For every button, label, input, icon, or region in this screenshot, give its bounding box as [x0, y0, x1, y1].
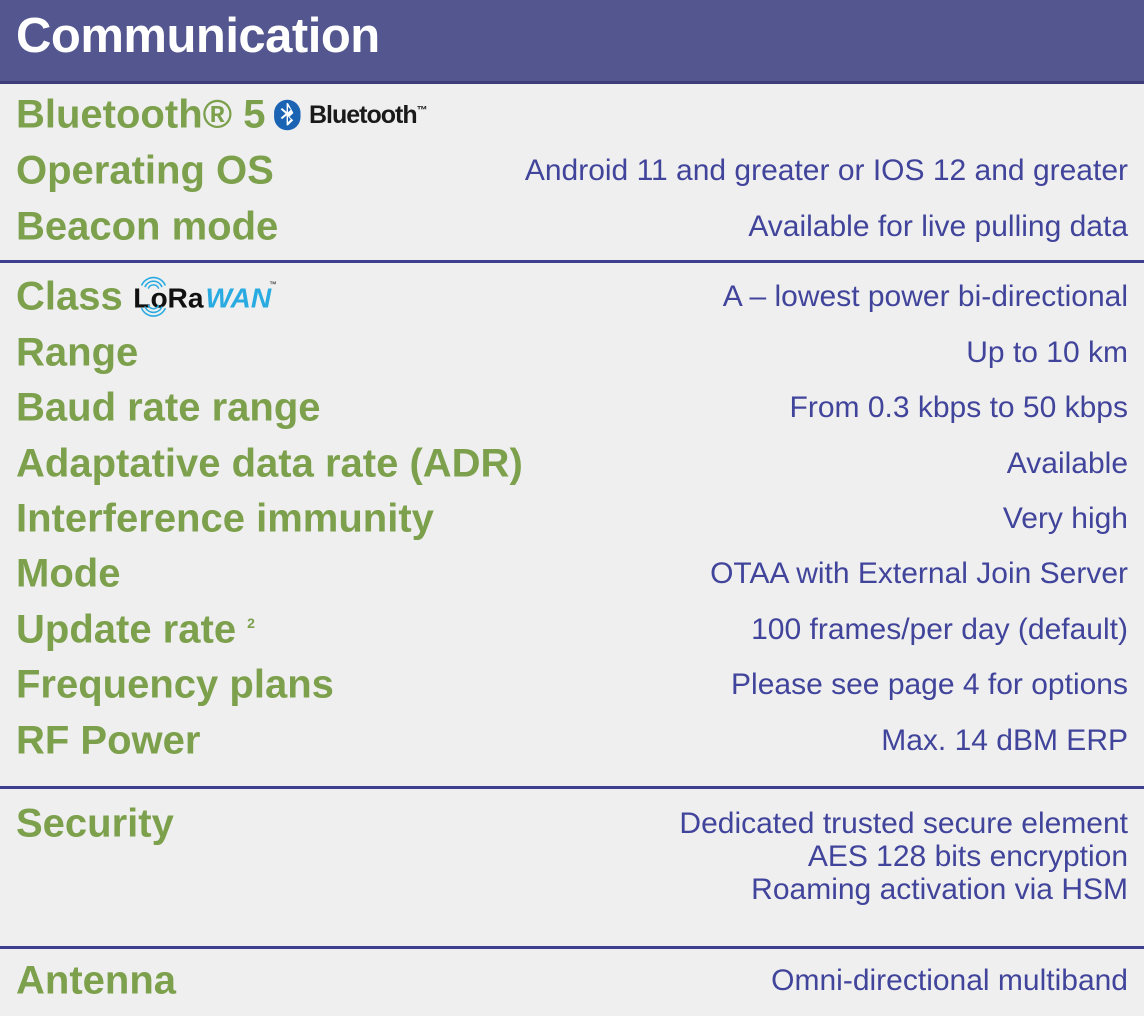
svg-text:Ra: Ra	[168, 282, 204, 314]
svg-text:™: ™	[269, 280, 276, 289]
svg-text:WAN: WAN	[206, 282, 272, 314]
